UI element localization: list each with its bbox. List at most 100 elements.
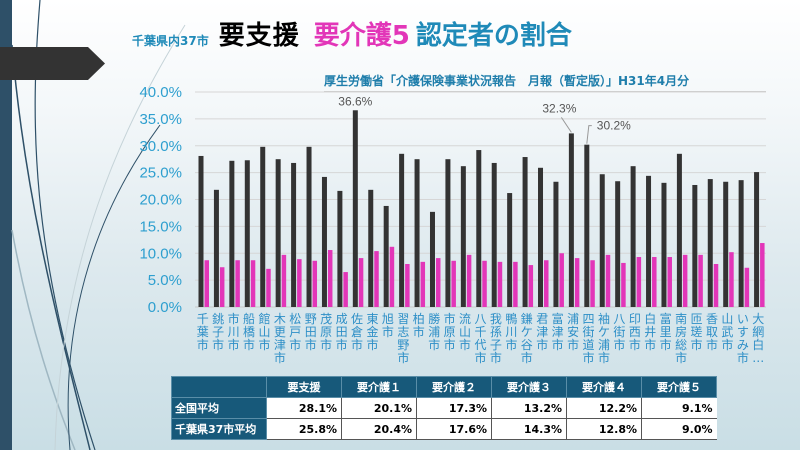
x-tick-char: 里 [660, 325, 672, 339]
bar-support [599, 174, 605, 307]
x-tick-char: 鴨 [505, 312, 517, 326]
bar-chart: 0.0% 5.0% 10.0% 15.0% 20.0% 25.0% 30.0% 35.0% 40… [139, 84, 766, 365]
bar-care5 [682, 254, 688, 307]
x-tick-label: 野田市 [305, 312, 317, 352]
bar-support [538, 167, 544, 307]
y-tick-label: 0.0% [148, 299, 182, 316]
bar-support [244, 160, 250, 307]
x-tick-char: 市 [366, 337, 378, 352]
bar-support [661, 182, 667, 307]
y-tick-label: 10.0% [139, 245, 182, 262]
x-tick-char: 匝 [691, 312, 703, 326]
bar-care5 [621, 262, 626, 307]
y-tick-label: 40.0% [139, 84, 182, 101]
x-tick-char: 富 [552, 311, 564, 326]
x-tick-label: 茂原市 [320, 312, 332, 352]
x-tick-char: 市 [505, 337, 517, 352]
y-tick-label: 20.0% [139, 192, 182, 209]
bar-care5 [250, 260, 256, 307]
x-tick-char: 白 [644, 311, 656, 326]
x-tick-char: 市 [212, 337, 224, 352]
x-tick-label: 成田市 [336, 312, 348, 352]
summary-table: 要支援 要介護１ 要介護２ 要介護３ 要介護４ 要介護５ 全国平均 28.1% … [171, 376, 717, 440]
table-row: 千葉県37市平均 25.8% 20.4% 17.6% 14.3% 12.8% 9… [171, 418, 717, 440]
x-tick-char: 道 [583, 338, 595, 352]
bar-care5 [358, 258, 364, 307]
x-tick-char: 市 [274, 350, 286, 365]
bar-care5 [760, 243, 765, 307]
data-label: 36.6% [338, 94, 372, 108]
x-tick-char: 瑳 [691, 325, 703, 339]
y-tick-label: 35.0% [139, 111, 182, 128]
x-tick-char: 市 [613, 337, 625, 352]
x-tick-char: 市 [336, 337, 348, 352]
x-tick-char: 市 [536, 337, 548, 352]
bar-support [198, 155, 204, 307]
bar-care5 [652, 257, 657, 307]
x-tick-char: 更 [274, 325, 286, 339]
bar-care5 [297, 259, 302, 307]
x-tick-char: 市 [660, 337, 672, 352]
x-tick-char: 原 [444, 325, 456, 339]
x-tick-label: 佐倉市 [351, 312, 363, 352]
x-tick-char: 市 [629, 337, 641, 352]
bar-care5 [327, 250, 333, 307]
y-tick-label: 25.0% [139, 165, 182, 182]
table-cell: 12.8% [566, 418, 642, 440]
x-tick-label: 船橋市 [243, 312, 255, 352]
title-care5: 要介護5 [313, 21, 410, 51]
title-support: 要支援 [218, 21, 300, 51]
bar-care5 [204, 260, 209, 307]
bar-care5 [698, 254, 703, 307]
x-tick-char: 津 [274, 338, 286, 352]
left-accent-bar [0, 0, 12, 450]
bar-care5 [312, 260, 318, 307]
x-tick-char: 取 [706, 325, 718, 339]
x-tick-label: 館山市 [258, 311, 270, 352]
bar-support [692, 184, 698, 307]
x-tick-char: 房 [675, 324, 687, 339]
x-tick-char: 市 [721, 337, 733, 352]
x-tick-label: 鴨川市 [505, 312, 517, 352]
x-tick-label: 山武市 [721, 312, 733, 352]
row-header: 千葉県37市平均 [171, 418, 267, 440]
data-labels: 36.6% 32.3% 30.2% [338, 94, 631, 144]
x-tick-char: 市 [228, 311, 240, 326]
bar-support [491, 162, 497, 307]
bar-support [260, 146, 266, 307]
table-cell: 13.2% [491, 397, 567, 419]
data-label: 32.3% [542, 101, 576, 115]
x-tick-char: 代 [474, 338, 486, 352]
x-tick-label: 市川市 [228, 311, 240, 352]
table-cell: 20.1% [341, 397, 417, 419]
x-tick-char: 野 [305, 312, 317, 326]
bar-care5 [466, 254, 472, 307]
title-prefix: 千葉県内37市 [132, 34, 209, 48]
bar-care5 [235, 260, 240, 307]
x-tick-char: 津 [536, 325, 548, 339]
bar-support [646, 175, 652, 307]
x-tick-char: 市 [737, 350, 749, 365]
x-tick-char: 船 [243, 312, 255, 326]
x-tick-char: 市 [552, 337, 564, 352]
x-tick-char: 金 [366, 324, 378, 339]
bar-care5 [744, 267, 750, 307]
bar-care5 [559, 253, 564, 307]
x-tick-char: … [752, 351, 764, 365]
x-tick-char: 富 [660, 311, 672, 326]
x-tick-label: 松戸市 [289, 312, 301, 352]
bar-support [460, 166, 466, 307]
x-tick-char: 市 [706, 337, 718, 352]
bar-care5 [544, 260, 549, 307]
x-tick-char: ケ [521, 325, 533, 339]
x-tick-char: 川 [228, 325, 240, 339]
x-tick-char: す [737, 325, 749, 339]
x-tick-char: い [737, 312, 749, 326]
table-cell: 9.1% [641, 397, 717, 419]
bar-support [615, 181, 621, 307]
x-tick-char: 浦 [567, 312, 579, 326]
